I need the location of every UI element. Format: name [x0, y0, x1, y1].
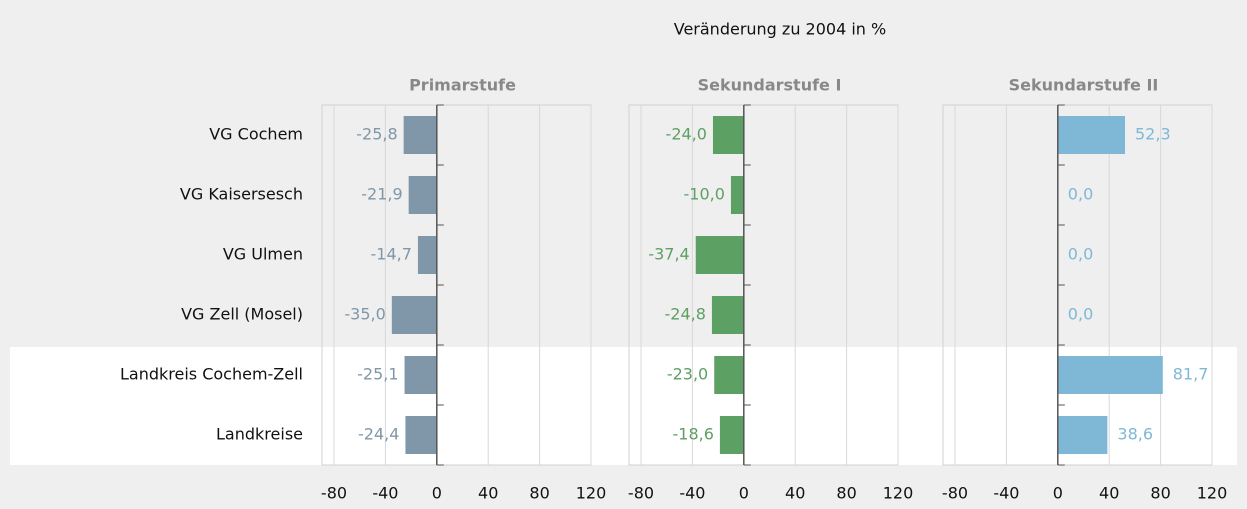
value-label: 52,3 [1135, 125, 1171, 144]
value-label: -24,0 [666, 125, 707, 144]
bar [391, 296, 437, 334]
value-label: 0,0 [1068, 185, 1093, 204]
panel-title: Sekundarstufe II [1009, 76, 1159, 95]
category-label: VG Cochem [209, 125, 303, 144]
bar [403, 116, 437, 154]
highlight-band [10, 347, 1237, 465]
bar [1057, 356, 1163, 394]
value-label: -21,9 [361, 185, 402, 204]
value-label: -23,0 [667, 365, 708, 384]
category-label: VG Kaisersesch [180, 185, 303, 204]
x-tick-label: -80 [628, 484, 654, 503]
bar [1057, 116, 1126, 154]
x-tick-label: 0 [739, 484, 749, 503]
bar [408, 176, 437, 214]
x-tick-label: 0 [432, 484, 442, 503]
x-tick-label: 0 [1053, 484, 1063, 503]
value-label: 38,6 [1117, 425, 1153, 444]
value-label: 0,0 [1068, 305, 1093, 324]
x-tick-label: 120 [883, 484, 914, 503]
bar [405, 416, 437, 454]
category-label: VG Ulmen [223, 245, 303, 264]
x-tick-label: 40 [1099, 484, 1119, 503]
x-tick-label: -80 [942, 484, 968, 503]
panel-title: Primarstufe [409, 76, 516, 95]
x-tick-label: -40 [679, 484, 705, 503]
category-label: VG Zell (Mosel) [181, 305, 303, 324]
x-tick-label: 40 [785, 484, 805, 503]
value-label: -10,0 [684, 185, 725, 204]
category-label: Landkreise [216, 425, 303, 444]
bar [714, 356, 744, 394]
bar [404, 356, 437, 394]
x-tick-label: 80 [836, 484, 856, 503]
x-tick-label: 120 [1197, 484, 1228, 503]
bar [719, 416, 744, 454]
bar [730, 176, 744, 214]
value-label: -14,7 [371, 245, 412, 264]
bar [417, 236, 437, 274]
x-tick-label: -40 [993, 484, 1019, 503]
value-label: -35,0 [344, 305, 385, 324]
x-tick-label: 40 [478, 484, 498, 503]
value-label: -24,4 [358, 425, 399, 444]
chart-title: Veränderung zu 2004 in % [674, 20, 886, 39]
x-tick-label: 80 [529, 484, 549, 503]
x-tick-label: -40 [372, 484, 398, 503]
value-label: -24,8 [665, 305, 706, 324]
bar [711, 296, 744, 334]
value-label: -25,1 [357, 365, 398, 384]
bar [712, 116, 744, 154]
value-label: 0,0 [1068, 245, 1093, 264]
value-label: 81,7 [1173, 365, 1209, 384]
value-label: -25,8 [356, 125, 397, 144]
x-tick-label: -80 [321, 484, 347, 503]
x-tick-label: 80 [1150, 484, 1170, 503]
category-label: Landkreis Cochem-Zell [120, 365, 303, 384]
bar [1057, 416, 1108, 454]
bar [695, 236, 744, 274]
x-tick-label: 120 [576, 484, 607, 503]
panel-title: Sekundarstufe I [698, 76, 842, 95]
value-label: -37,4 [648, 245, 689, 264]
value-label: -18,6 [672, 425, 713, 444]
